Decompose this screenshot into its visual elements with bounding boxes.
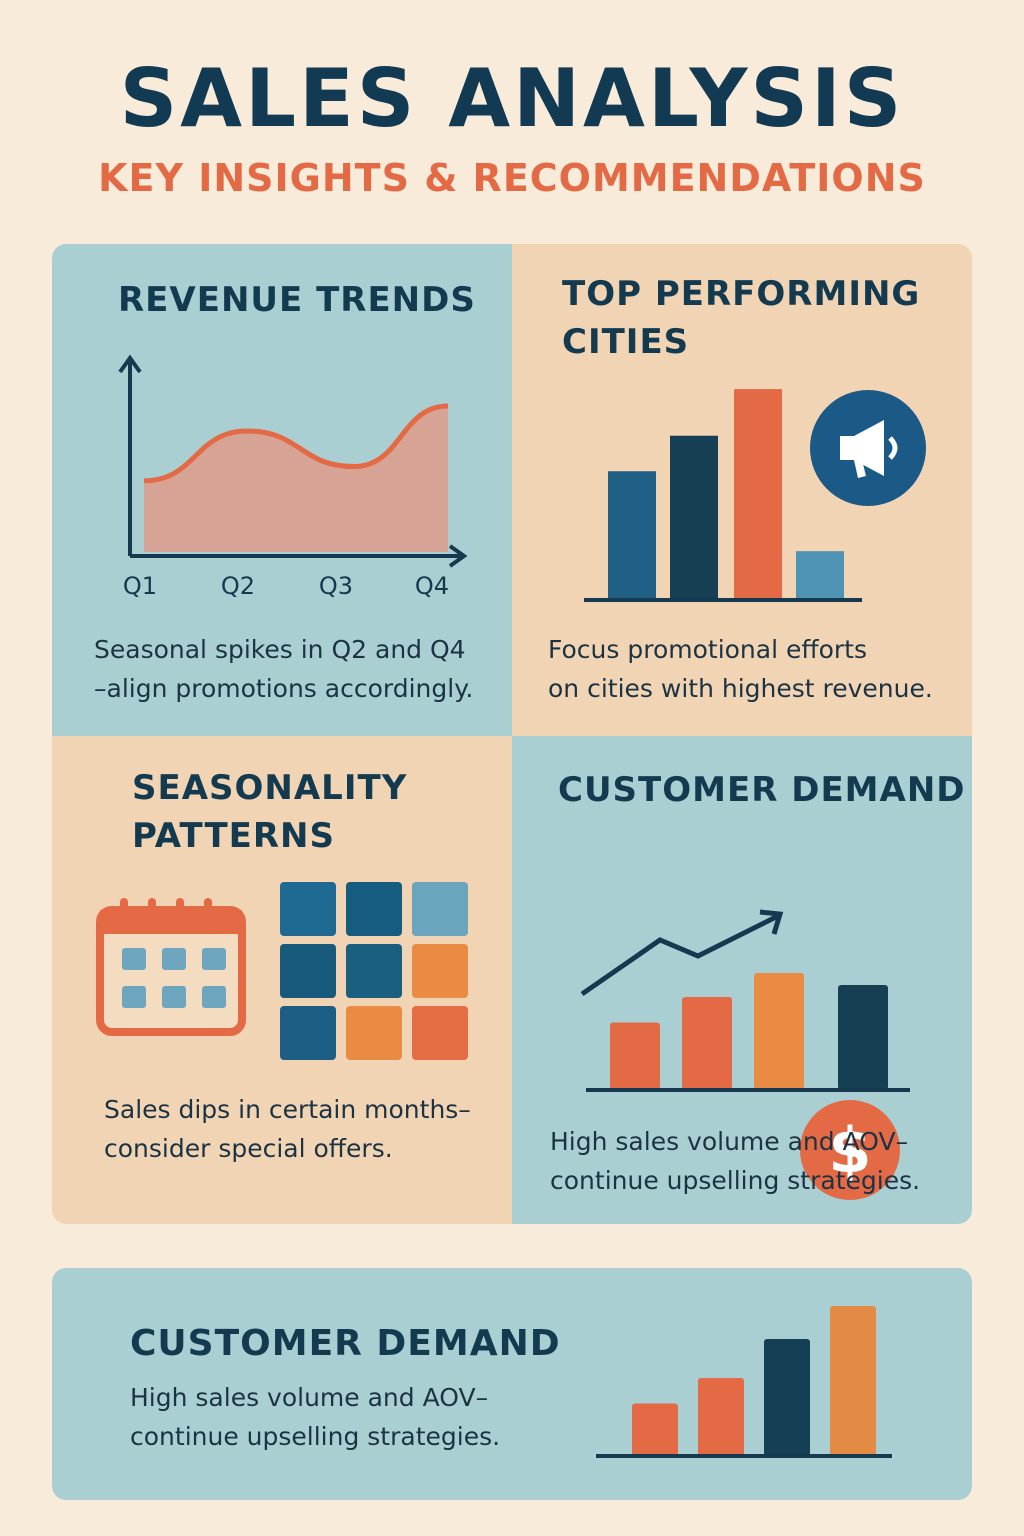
top-cities-chart xyxy=(584,389,862,602)
city-bar-2 xyxy=(670,435,718,600)
revenue-trends-title: REVENUE TRENDS xyxy=(118,280,476,320)
bottom-bar-chart xyxy=(596,1306,892,1458)
bottom-title: CUSTOMER DEMAND xyxy=(130,1323,561,1364)
seasonality-title-line-1: SEASONALITY xyxy=(132,768,408,808)
bottom-caption-line-2: continue upselling strategies. xyxy=(130,1422,501,1451)
dollar-icon: $ xyxy=(800,1100,900,1200)
city-bar-4 xyxy=(796,551,844,600)
insights-grid: REVENUE TRENDS Q1 Q2 Q3 Q4 Seasonal spikes … xyxy=(52,244,972,1224)
heatmap-cell-6 xyxy=(412,944,468,998)
revenue-trends-chart: Q1 Q2 Q3 Q4 xyxy=(118,354,468,600)
demand-bar-2 xyxy=(682,997,732,1090)
top-cities-title-line-1: TOP PERFORMING xyxy=(562,274,921,314)
svg-text:$: $ xyxy=(828,1114,871,1187)
demand-bar-4 xyxy=(838,985,888,1090)
calendar-icon xyxy=(96,898,246,1036)
customer-demand-caption-line-2: continue upselling strategies. xyxy=(550,1166,921,1195)
seasonality-caption-line-2: consider special offers. xyxy=(104,1134,393,1163)
trend-arrow-head xyxy=(759,909,784,935)
bottom-bar-2 xyxy=(698,1378,744,1456)
revenue-caption-line-1: Seasonal spikes in Q2 and Q4 xyxy=(94,635,466,664)
x-tick-q3: Q3 xyxy=(319,572,353,600)
bottom-bar-1 xyxy=(632,1403,678,1456)
seasonality-panel: SEASONALITY PATTERNS Sales dips in certa… xyxy=(52,736,512,1224)
heatmap-cell-9 xyxy=(412,1006,468,1060)
revenue-trends-panel: REVENUE TRENDS Q1 Q2 Q3 Q4 Seasonal spikes … xyxy=(52,244,512,736)
heatmap-cell-8 xyxy=(346,1006,402,1060)
x-tick-q2: Q2 xyxy=(221,572,255,600)
revenue-area xyxy=(144,406,448,552)
customer-demand-title: CUSTOMER DEMAND xyxy=(558,770,966,810)
page-title: SALES ANALYSIS xyxy=(119,52,905,145)
seasonality-heatmap xyxy=(280,882,468,1060)
customer-demand-panel: CUSTOMER DEMAND $ High sales volume and … xyxy=(512,736,972,1224)
x-axis-arrow xyxy=(448,544,468,568)
demand-bar-3 xyxy=(754,973,804,1090)
bottom-caption-line-1: High sales volume and AOV– xyxy=(130,1383,489,1412)
customer-demand-chart xyxy=(580,909,910,1092)
heatmap-cell-2 xyxy=(346,882,402,936)
city-bar-3 xyxy=(734,389,782,600)
top-cities-caption-line-1: Focus promotional efforts xyxy=(548,635,867,664)
page-subtitle: KEY INSIGHTS & RECOMMENDATIONS xyxy=(98,156,926,200)
demand-bar-1 xyxy=(610,1022,660,1090)
heatmap-cell-3 xyxy=(412,882,468,936)
top-cities-panel: TOP PERFORMING CITIES Focus promotional … xyxy=(512,244,972,736)
customer-demand-caption-line-1: High sales volume and AOV– xyxy=(550,1127,909,1156)
heatmap-cell-5 xyxy=(346,944,402,998)
bottom-customer-demand-card: CUSTOMER DEMAND High sales volume and AO… xyxy=(52,1268,972,1500)
seasonality-caption-line-1: Sales dips in certain months– xyxy=(104,1095,471,1124)
revenue-caption-line-2: –align promotions accordingly. xyxy=(94,674,474,703)
heatmap-cell-7 xyxy=(280,1006,336,1060)
heatmap-cell-1 xyxy=(280,882,336,936)
seasonality-title-line-2: PATTERNS xyxy=(132,816,335,856)
y-axis-arrow xyxy=(118,354,142,374)
city-bar-1 xyxy=(608,471,656,600)
x-tick-q4: Q4 xyxy=(415,572,449,600)
bottom-bar-4 xyxy=(830,1306,876,1456)
trend-arrow-line xyxy=(580,913,780,997)
top-cities-title-line-2: CITIES xyxy=(562,322,690,362)
x-tick-q1: Q1 xyxy=(123,572,157,600)
heatmap-cell-4 xyxy=(280,944,336,998)
bottom-bar-3 xyxy=(764,1339,810,1456)
top-cities-caption-line-2: on cities with highest revenue. xyxy=(548,674,933,703)
megaphone-icon xyxy=(810,390,926,506)
revenue-line xyxy=(143,403,449,484)
